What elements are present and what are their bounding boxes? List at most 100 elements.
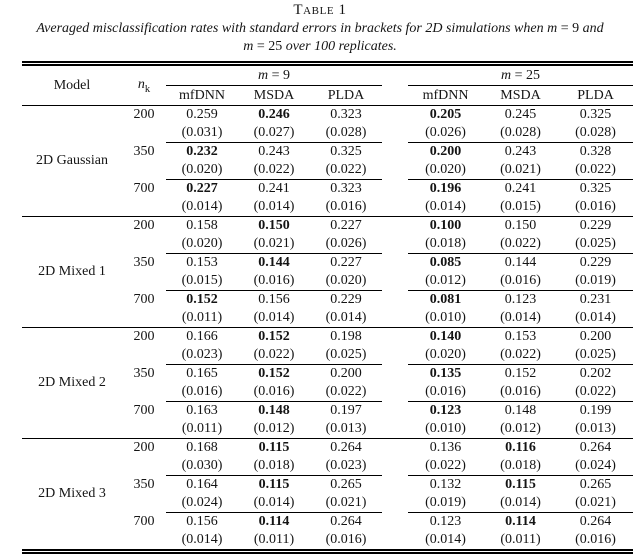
se-value: (0.011) — [181, 310, 223, 325]
se-value: (0.025) — [558, 346, 634, 365]
se-value: (0.021) — [310, 494, 383, 513]
rate-value: 0.227 — [330, 218, 362, 233]
se-row: (0.024) (0.014) (0.021) (0.019) (0.014) (0.02… — [22, 494, 634, 513]
column-gap — [382, 494, 408, 513]
se-value: (0.016) — [238, 272, 310, 291]
rate-value: 0.241 — [504, 181, 537, 196]
se-row: (0.014) (0.014) (0.016) (0.014) (0.015) (0.01… — [22, 198, 633, 217]
rate-value: 0.158 — [186, 218, 218, 233]
se-value: (0.021) — [238, 235, 310, 254]
rate-value: 0.115 — [505, 477, 536, 492]
se-row: (0.031) (0.027) (0.028) (0.026) (0.028) (0.02… — [22, 124, 634, 143]
se-value: (0.014) — [181, 532, 223, 547]
se-value: (0.011) — [500, 532, 541, 547]
rate-value: 0.232 — [186, 144, 218, 159]
math-var: m — [257, 68, 269, 83]
se-value: (0.026) — [310, 235, 383, 254]
nk-empty — [122, 346, 166, 365]
column-gap — [382, 531, 408, 552]
caption-text: and — [579, 21, 604, 36]
nk-value: 700 — [133, 513, 155, 529]
se-value: (0.023) — [310, 457, 383, 476]
se-value: (0.016) — [408, 383, 484, 402]
se-value: (0.016) — [483, 383, 559, 402]
value-row: 700 0.152 0.156 0.229 0.081 0.123 0.231 — [22, 291, 633, 310]
rate-value: 0.148 — [258, 403, 290, 418]
column-gap — [382, 346, 408, 365]
se-value: (0.022) — [408, 457, 484, 476]
se-row: (0.015) (0.016) (0.020) (0.012) (0.016) (0.01… — [22, 272, 634, 291]
math-subscript: k — [144, 83, 151, 95]
column-gap — [382, 161, 408, 180]
se-row: (0.014) (0.011) (0.016) (0.014) (0.011) (0.01… — [22, 531, 633, 552]
rate-value: 0.197 — [330, 403, 362, 418]
rate-value: 0.200 — [429, 144, 462, 159]
col-header-nk: nk — [122, 64, 166, 106]
header-row-groups: Model nk m = 9 m = 25 — [22, 63, 634, 94]
rate-value: 0.202 — [579, 366, 612, 381]
rate-value: 0.123 — [429, 403, 462, 418]
nk-value: 700 — [133, 291, 155, 307]
rate-value: 0.164 — [186, 477, 218, 492]
rate-value: 0.156 — [258, 292, 290, 307]
se-value: (0.011) — [253, 532, 295, 547]
rate-value: 0.241 — [258, 181, 290, 196]
se-value: (0.022) — [483, 346, 559, 365]
se-value: (0.014) — [483, 494, 559, 513]
value-row: 2D Mixed 1 200 0.158 0.150 0.227 0.100 0.150 0.… — [22, 217, 633, 279]
nk-empty — [122, 420, 166, 439]
se-value: (0.025) — [310, 346, 383, 365]
se-value: (0.022) — [558, 383, 634, 402]
rate-value: 0.123 — [429, 514, 462, 529]
nk-value: 200 — [133, 440, 155, 455]
column-gap — [382, 439, 408, 458]
se-value: (0.016) — [483, 272, 559, 291]
se-value: (0.012) — [500, 421, 541, 436]
model-name: 2D Mixed 2 — [38, 375, 106, 390]
nk-empty — [122, 198, 166, 217]
rate-value: 0.325 — [579, 107, 612, 122]
column-gap — [382, 272, 408, 291]
col-header-msda-m25: MSDA — [500, 88, 541, 103]
se-value: (0.028) — [483, 124, 559, 143]
rate-value: 0.081 — [429, 292, 462, 307]
col-header-plda-m25: PLDA — [577, 88, 614, 103]
rate-value: 0.325 — [579, 181, 612, 196]
se-value: (0.027) — [238, 124, 310, 143]
math-var: m — [547, 21, 558, 36]
se-row: (0.016) (0.016) (0.022) (0.016) (0.016) (0.02… — [22, 383, 634, 402]
se-value: (0.025) — [558, 235, 634, 254]
rate-value: 0.140 — [429, 329, 462, 344]
rate-value: 0.246 — [258, 107, 290, 122]
se-value: (0.022) — [238, 161, 310, 180]
value-row: 350 0.165 0.152 0.200 0.135 0.152 0.202 — [22, 365, 633, 384]
rate-value: 0.205 — [429, 107, 462, 122]
se-value: (0.028) — [558, 124, 634, 143]
se-row: (0.030) (0.018) (0.023) (0.022) (0.018) (0.02… — [22, 457, 634, 476]
value-row: 350 0.153 0.144 0.227 0.085 0.144 0.229 — [22, 254, 633, 273]
rate-value: 0.229 — [579, 255, 612, 270]
rate-value: 0.259 — [186, 107, 218, 122]
se-value: (0.014) — [325, 310, 367, 325]
se-value: (0.010) — [425, 421, 466, 436]
column-gap — [382, 143, 408, 162]
rate-value: 0.152 — [258, 329, 290, 344]
se-value: (0.012) — [253, 421, 295, 436]
rate-value: 0.144 — [258, 255, 290, 270]
se-value: (0.030) — [166, 457, 238, 476]
se-value: (0.018) — [238, 457, 310, 476]
column-gap — [382, 291, 408, 310]
se-value: (0.015) — [500, 199, 541, 214]
nk-empty — [122, 161, 166, 180]
col-header-msda-m9: MSDA — [253, 88, 295, 103]
se-value: (0.021) — [558, 494, 634, 513]
rate-value: 0.264 — [330, 440, 362, 455]
rate-value: 0.135 — [429, 366, 462, 381]
se-value: (0.020) — [166, 235, 238, 254]
model-name: 2D Mixed 3 — [38, 486, 106, 501]
se-value: (0.020) — [310, 272, 383, 291]
rate-value: 0.152 — [258, 366, 290, 381]
se-value: (0.016) — [575, 199, 616, 214]
column-gap — [382, 476, 408, 495]
rate-value: 0.150 — [504, 218, 537, 233]
